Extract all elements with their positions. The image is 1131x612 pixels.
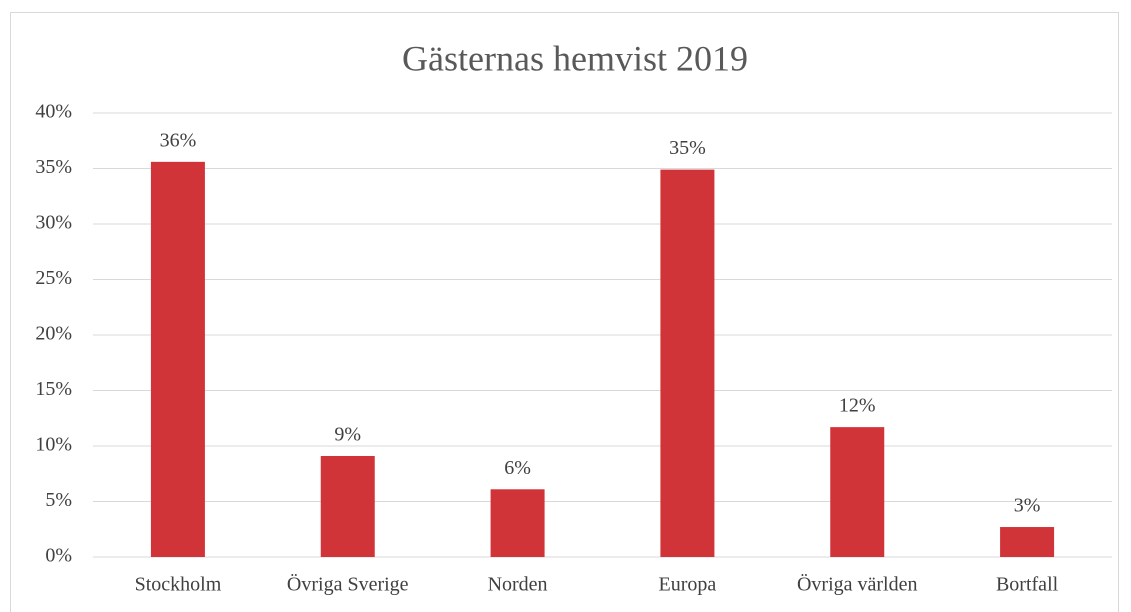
y-tick-label: 25% bbox=[35, 267, 72, 289]
value-label: 6% bbox=[504, 457, 531, 479]
x-tick-label: Övriga världen bbox=[797, 573, 918, 596]
value-label: 35% bbox=[669, 137, 706, 159]
y-tick-label: 0% bbox=[45, 545, 72, 567]
bar bbox=[320, 455, 375, 557]
y-tick-label: 30% bbox=[35, 212, 72, 234]
x-tick-label: Norden bbox=[488, 574, 548, 596]
chart-title: Gästernas hemvist 2019 bbox=[402, 38, 748, 78]
y-tick-label: 10% bbox=[35, 434, 72, 456]
value-label: 3% bbox=[1014, 495, 1041, 517]
y-tick-label: 40% bbox=[35, 101, 72, 123]
y-tick-label: 5% bbox=[45, 489, 72, 511]
bar bbox=[1000, 527, 1055, 557]
bar bbox=[490, 489, 545, 557]
value-label: 12% bbox=[839, 395, 876, 417]
y-tick-label: 15% bbox=[35, 378, 72, 400]
bar bbox=[830, 427, 885, 557]
value-label: 9% bbox=[334, 424, 361, 446]
value-label: 36% bbox=[160, 129, 197, 151]
x-tick-label: Stockholm bbox=[135, 574, 222, 596]
x-tick-label: Bortfall bbox=[996, 574, 1059, 596]
x-tick-label: Europa bbox=[659, 574, 717, 596]
bar bbox=[660, 169, 715, 558]
x-tick-label: Övriga Sverige bbox=[287, 573, 409, 596]
y-tick-label: 20% bbox=[35, 323, 72, 345]
y-tick-label: 35% bbox=[35, 156, 72, 178]
bar bbox=[150, 161, 205, 557]
